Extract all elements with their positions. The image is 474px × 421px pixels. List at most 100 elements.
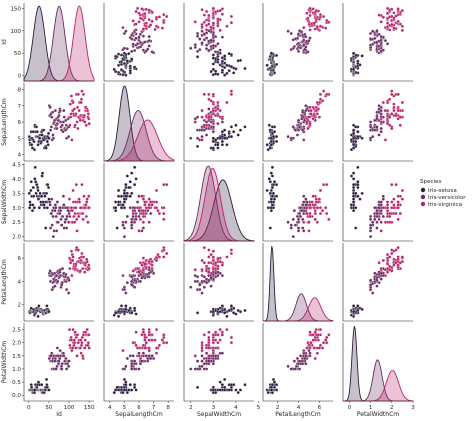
point-139	[305, 120, 309, 124]
panel-sepallength-vs-sepalwidth	[183, 83, 254, 162]
point-49	[127, 185, 131, 190]
point-16	[243, 125, 247, 129]
point-46	[119, 206, 124, 210]
point-147	[86, 220, 90, 224]
point-128	[306, 16, 310, 20]
point-109	[147, 220, 151, 224]
point-107	[302, 220, 306, 224]
point-63	[137, 367, 141, 371]
point-135	[377, 261, 381, 265]
y-tick-label: 6	[17, 120, 21, 126]
legend: Species Iris-setosa Iris-versicolor Iris…	[420, 179, 466, 208]
point-136	[318, 206, 323, 210]
point-137	[220, 12, 225, 16]
legend-entry-versicolor: Iris-versicolor	[420, 194, 466, 201]
y-axis-label: SepalLengthCm	[1, 98, 8, 146]
point-43	[114, 388, 118, 392]
point-150	[135, 266, 140, 271]
point-145	[218, 108, 222, 113]
point-84	[60, 266, 65, 271]
point-65	[292, 44, 296, 49]
point-87	[379, 34, 383, 39]
point-54	[48, 226, 53, 230]
point-87	[62, 354, 66, 358]
point-71	[216, 121, 220, 126]
point-60	[204, 133, 209, 137]
point-110	[225, 327, 229, 332]
point-130	[381, 258, 385, 263]
point-90	[200, 359, 204, 363]
point-110	[400, 24, 405, 28]
point-141	[213, 261, 218, 265]
point-71	[385, 42, 390, 46]
x-tick-label: 5	[257, 405, 261, 411]
point-85	[128, 354, 132, 358]
point-131	[157, 343, 162, 347]
point-86	[61, 120, 66, 124]
point-19	[132, 183, 137, 187]
point-149	[87, 263, 91, 267]
point-94	[122, 287, 127, 292]
point-22	[36, 185, 40, 190]
point-140	[150, 338, 154, 342]
point-17	[232, 311, 236, 315]
point-123	[162, 18, 166, 23]
point-131	[388, 211, 392, 216]
point-106	[160, 338, 164, 342]
point-87	[379, 108, 383, 113]
point-145	[85, 259, 89, 264]
point-109	[200, 258, 204, 263]
y-tick-label: 2.5	[12, 328, 21, 334]
y-tick-label: 100	[10, 29, 21, 35]
point-68	[368, 214, 373, 219]
point-51	[151, 271, 156, 275]
point-120	[75, 120, 79, 124]
point-47	[124, 307, 128, 312]
point-50	[218, 388, 222, 392]
point-23	[116, 188, 121, 193]
point-130	[211, 351, 216, 355]
point-135	[377, 217, 381, 221]
point-23	[265, 143, 269, 147]
point-148	[309, 112, 313, 116]
point-123	[76, 248, 80, 252]
point-98	[140, 359, 144, 363]
point-125	[218, 338, 222, 342]
point-34	[40, 171, 45, 175]
point-99	[200, 29, 204, 33]
point-77	[149, 356, 153, 361]
point-110	[154, 188, 159, 193]
point-37	[351, 128, 356, 132]
point-95	[298, 214, 303, 219]
point-135	[202, 13, 206, 17]
point-149	[220, 7, 225, 11]
point-102	[308, 28, 312, 32]
point-119	[327, 20, 331, 24]
point-118	[74, 183, 78, 187]
point-145	[147, 327, 151, 332]
point-47	[124, 183, 128, 187]
point-131	[157, 211, 162, 216]
point-115	[73, 123, 77, 127]
point-102	[134, 28, 138, 32]
point-133	[394, 113, 398, 118]
point-149	[396, 117, 400, 121]
point-69	[302, 43, 306, 47]
point-93	[64, 217, 68, 221]
point-147	[141, 343, 146, 347]
point-47	[271, 183, 276, 187]
legend-entry-setosa: Iris-setosa	[420, 187, 457, 194]
point-83	[60, 280, 64, 285]
point-88	[301, 226, 305, 230]
point-150	[211, 346, 216, 350]
point-86	[137, 35, 141, 39]
point-73	[200, 354, 204, 358]
point-95	[204, 31, 209, 35]
point-68	[204, 43, 209, 47]
point-46	[119, 53, 124, 57]
point-90	[375, 220, 379, 224]
point-7	[29, 143, 34, 147]
point-32	[40, 194, 44, 198]
point-93	[202, 362, 206, 366]
point-70	[55, 126, 59, 131]
